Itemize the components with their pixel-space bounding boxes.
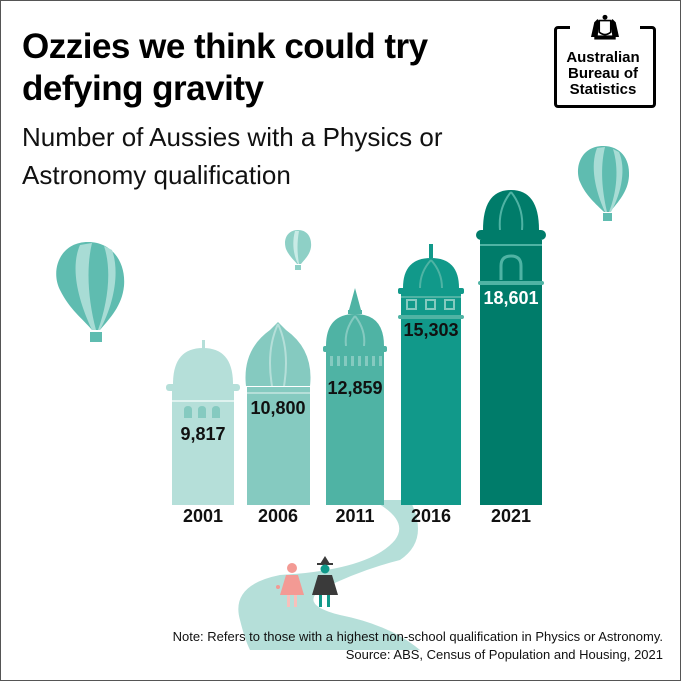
- footnote-source: Source: ABS, Census of Population and Ho…: [345, 647, 663, 662]
- value-label-2001: 9,817: [180, 424, 226, 444]
- hot-air-balloon-icon: [285, 230, 312, 270]
- value-label-2016: 15,303: [403, 320, 459, 340]
- logo-line-3: Statistics: [569, 81, 637, 98]
- bar-2006: [245, 322, 311, 505]
- bar-2011: [323, 288, 387, 505]
- hot-air-balloon-icon: [578, 146, 630, 221]
- value-label-2006: 10,800: [250, 398, 306, 418]
- chart-subtitle: Number of Aussies with a Physics or Astr…: [22, 118, 443, 194]
- footnote-note: Note: Refers to those with a highest non…: [172, 629, 663, 644]
- x-tick-2016: 2016: [410, 506, 452, 526]
- logo-line-1: Australian: [566, 49, 640, 66]
- witch-figure-icon: [312, 556, 338, 607]
- bar-2001: [166, 340, 240, 505]
- value-label-2021: 18,601: [483, 288, 539, 308]
- pink-figure-icon: [276, 563, 304, 607]
- footnote: Note: Refers to those with a highest non…: [173, 628, 663, 664]
- logo-text: Australian Bureau of Statistics: [558, 50, 648, 98]
- x-tick-2021: 2021: [490, 506, 532, 526]
- x-tick-2001: 2001: [182, 506, 224, 526]
- subtitle-line-1: Number of Aussies with a Physics or: [22, 122, 443, 152]
- x-tick-2006: 2006: [257, 506, 299, 526]
- logo-line-2: Bureau of: [567, 65, 638, 82]
- page-title: Ozzies we think could try defying gravit…: [22, 26, 428, 110]
- title-line-2: defying gravity: [22, 69, 264, 108]
- value-label-2011: 12,859: [327, 378, 383, 398]
- x-tick-2011: 2011: [335, 506, 375, 526]
- bar-2016: [398, 244, 464, 505]
- title-line-1: Ozzies we think could try: [22, 27, 428, 66]
- subtitle-line-2: Astronomy qualification: [22, 160, 291, 190]
- hot-air-balloon-icon: [56, 242, 125, 342]
- bar-2021: [476, 190, 546, 505]
- coat-of-arms-icon: [570, 14, 640, 42]
